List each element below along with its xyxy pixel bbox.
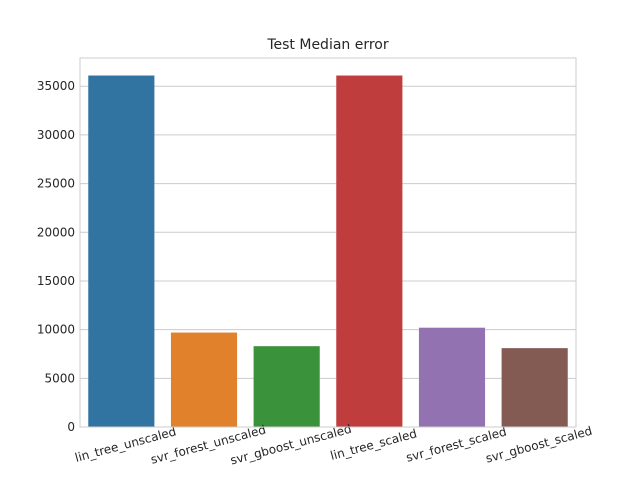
y-tick-label: 35000 — [37, 79, 75, 93]
y-tick-label: 30000 — [37, 128, 75, 142]
bar-svr-forest-unscaled — [170, 332, 238, 427]
plot-frame — [79, 57, 577, 428]
y-tick-label: 10000 — [37, 323, 75, 337]
bar-svr-forest-scaled — [418, 327, 486, 427]
bar-svr-gboost-scaled — [501, 348, 568, 427]
y-tick-label: 25000 — [37, 177, 75, 191]
chart-title: Test Median error — [266, 37, 389, 53]
bar-svr-gboost-unscaled — [253, 346, 320, 427]
bar-lin-tree-unscaled — [88, 75, 155, 428]
bars — [88, 75, 568, 428]
y-tick-label: 20000 — [37, 225, 75, 239]
y-tick-label: 0 — [67, 420, 75, 434]
y-tick-label: 5000 — [44, 371, 75, 385]
bar-lin-tree-scaled — [336, 75, 403, 428]
y-axis-ticks: 0 5000 10000 15000 20000 25000 30000 35000 — [37, 79, 75, 434]
y-tick-label: 15000 — [37, 274, 75, 288]
